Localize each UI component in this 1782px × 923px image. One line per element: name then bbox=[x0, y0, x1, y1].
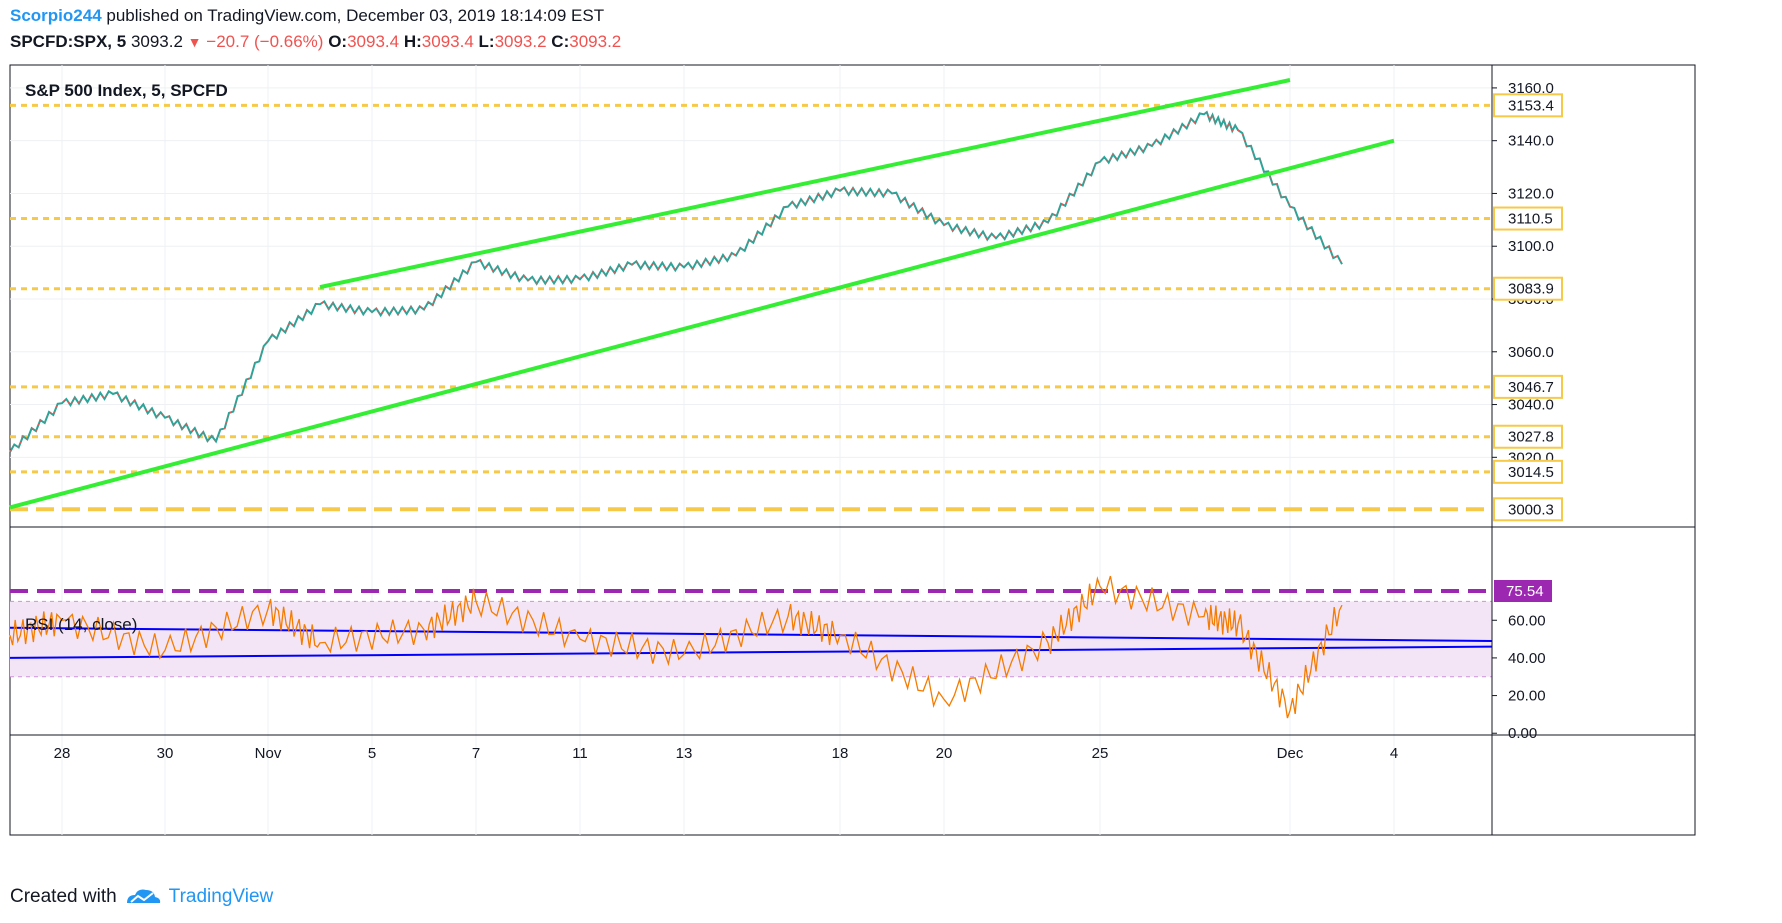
low-label: L: bbox=[478, 32, 495, 51]
price-tick-label: 3140.0 bbox=[1508, 133, 1554, 150]
price-tick-label: 3100.0 bbox=[1508, 238, 1554, 255]
high-label: H: bbox=[403, 32, 422, 51]
level-label-box bbox=[1493, 206, 1563, 231]
rsi-tick-label: 40.00 bbox=[1508, 650, 1546, 667]
level-label-box bbox=[1493, 276, 1563, 301]
price-pane-title: S&P 500 Index, 5, SPCFD bbox=[25, 81, 228, 100]
trend-lines bbox=[9, 78, 1493, 659]
level-lines bbox=[10, 103, 1492, 593]
tradingview-logo-icon bbox=[126, 889, 160, 903]
author-link[interactable]: Scorpio244 bbox=[10, 6, 102, 25]
x-tick-label: 20 bbox=[936, 745, 953, 762]
chart-frame bbox=[9, 64, 1696, 836]
level-label-box bbox=[1493, 424, 1563, 449]
level-label: 3046.7 bbox=[1508, 379, 1554, 396]
price-change: −20.7 (−0.66%) bbox=[206, 32, 324, 51]
rsi-highlight-box bbox=[1494, 579, 1552, 602]
price-series bbox=[9, 110, 1343, 453]
price-line bbox=[9, 110, 1343, 453]
footer: Created with TradingView bbox=[10, 885, 273, 909]
open-label: O: bbox=[328, 32, 348, 51]
price-trendline bbox=[319, 78, 1291, 290]
level-label: 3000.3 bbox=[1508, 501, 1554, 518]
rsi-series bbox=[9, 575, 1343, 719]
level-label-box bbox=[1493, 459, 1563, 484]
level-label: 3083.9 bbox=[1508, 281, 1554, 298]
level-label-box bbox=[1493, 374, 1563, 399]
publish-info: Scorpio244 published on TradingView.com,… bbox=[10, 6, 604, 26]
last-price: 3093.2 bbox=[130, 32, 183, 51]
close-value: 3093.2 bbox=[569, 32, 622, 51]
footer-brand[interactable]: TradingView bbox=[168, 886, 274, 907]
price-tick-label: 3060.0 bbox=[1508, 344, 1554, 361]
rsi-trendline bbox=[9, 645, 1493, 659]
rsi-highlight-label: 75.54 bbox=[1506, 583, 1544, 600]
open-value: 3093.4 bbox=[347, 32, 400, 51]
x-tick-label: 30 bbox=[157, 745, 174, 762]
close-label: C: bbox=[551, 32, 570, 51]
x-tick-label: 11 bbox=[572, 745, 588, 762]
footer-created: Created with bbox=[10, 886, 117, 907]
level-label: 3027.8 bbox=[1508, 429, 1554, 446]
high-value: 3093.4 bbox=[421, 32, 474, 51]
x-tick-label: Dec bbox=[1277, 745, 1304, 762]
low-value: 3093.2 bbox=[494, 32, 547, 51]
symbol-info: SPCFD:SPX, 5 3093.2 ▼ −20.7 (−0.66%) O:3… bbox=[10, 32, 621, 52]
rsi-line bbox=[9, 575, 1343, 719]
level-label: 3153.4 bbox=[1508, 97, 1554, 114]
down-arrow-icon: ▼ bbox=[187, 34, 202, 50]
x-tick-label: 4 bbox=[1390, 745, 1398, 762]
rsi-tick-label: 60.00 bbox=[1508, 612, 1546, 629]
axes: 28 30 Nov 5 7 11 13 18 20 25 Dec 43020.03040.03060.… bbox=[10, 65, 1695, 835]
level-label: 3014.5 bbox=[1508, 464, 1554, 481]
x-tick-label: 5 bbox=[368, 745, 376, 762]
x-tick-label: 13 bbox=[676, 745, 693, 762]
x-tick-label: 25 bbox=[1092, 745, 1109, 762]
price-tick-label: 3040.0 bbox=[1508, 397, 1554, 414]
rsi-pane-title: RSI (14, close) bbox=[25, 615, 137, 634]
price-trendline bbox=[9, 138, 1395, 510]
x-tick-label: 18 bbox=[832, 745, 849, 762]
publish-text: published on TradingView.com, December 0… bbox=[106, 6, 605, 25]
symbol-label: SPCFD:SPX, 5 bbox=[10, 32, 127, 51]
level-label-box bbox=[1493, 93, 1563, 118]
price-tick-label: 3160.0 bbox=[1508, 80, 1554, 97]
x-tick-label: 7 bbox=[472, 745, 480, 762]
rsi-tick-label: 20.00 bbox=[1508, 688, 1546, 705]
price-tick-label: 3120.0 bbox=[1508, 185, 1554, 202]
price-line-down bbox=[9, 111, 1343, 453]
x-tick-label: Nov bbox=[255, 745, 282, 762]
level-label-box bbox=[1493, 497, 1563, 522]
level-label: 3110.5 bbox=[1508, 211, 1553, 228]
x-tick-label: 28 bbox=[54, 745, 71, 762]
rsi-tick-label: 0.00 bbox=[1508, 725, 1537, 742]
